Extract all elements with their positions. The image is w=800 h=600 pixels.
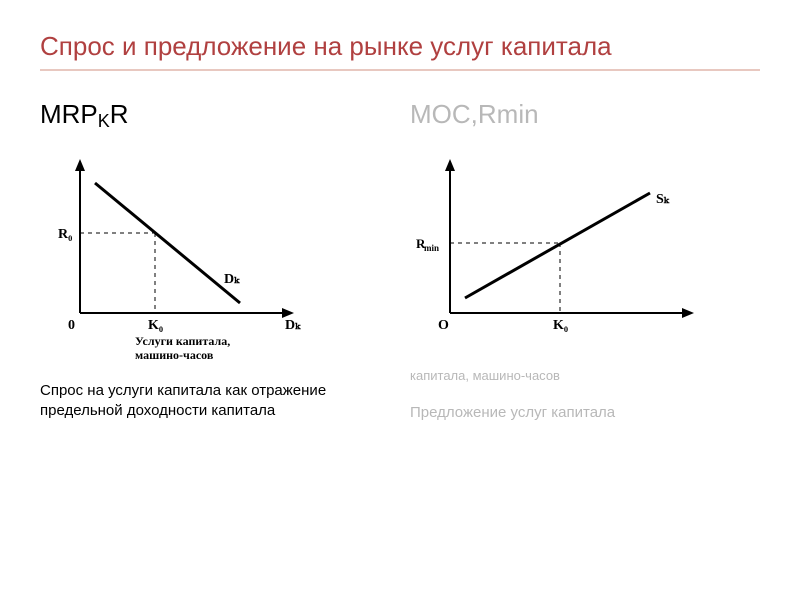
- right-caption: Предложение услуг капитала: [410, 403, 710, 423]
- svg-text:Sₖ: Sₖ: [656, 192, 670, 207]
- svg-text:O: O: [438, 318, 449, 333]
- right-column: MOC,Rmin R min O K₀ Sₖ к: [410, 99, 760, 423]
- content-columns: MRPKR R₀ 0 K₀ Dₖ Dₖ Услуги капитала,: [40, 99, 760, 423]
- svg-text:0: 0: [68, 318, 75, 333]
- slide-title: Спрос и предложение на рынке услуг капит…: [40, 30, 760, 71]
- svg-text:Dₖ: Dₖ: [224, 272, 240, 287]
- svg-text:R₀: R₀: [58, 227, 72, 242]
- svg-text:Dₖ: Dₖ: [285, 318, 301, 333]
- right-formula: MOC,Rmin: [410, 99, 760, 133]
- right-ghost-label: капитала, машино-часов: [410, 367, 710, 385]
- left-chart: R₀ 0 K₀ Dₖ Dₖ Услуги капитала, машино-ча…: [40, 153, 390, 363]
- svg-text:min: min: [424, 243, 439, 253]
- svg-text:Услуги капитала,: Услуги капитала,: [135, 334, 230, 348]
- left-column: MRPKR R₀ 0 K₀ Dₖ Dₖ Услуги капитала,: [40, 99, 390, 423]
- svg-text:K₀: K₀: [148, 318, 163, 333]
- left-caption: Спрос на услуги капитала как отражение п…: [40, 381, 340, 422]
- left-formula: MRPKR: [40, 99, 390, 133]
- svg-text:машино-часов: машино-часов: [135, 348, 214, 362]
- right-chart: R min O K₀ Sₖ: [410, 153, 760, 363]
- svg-text:K₀: K₀: [553, 318, 568, 333]
